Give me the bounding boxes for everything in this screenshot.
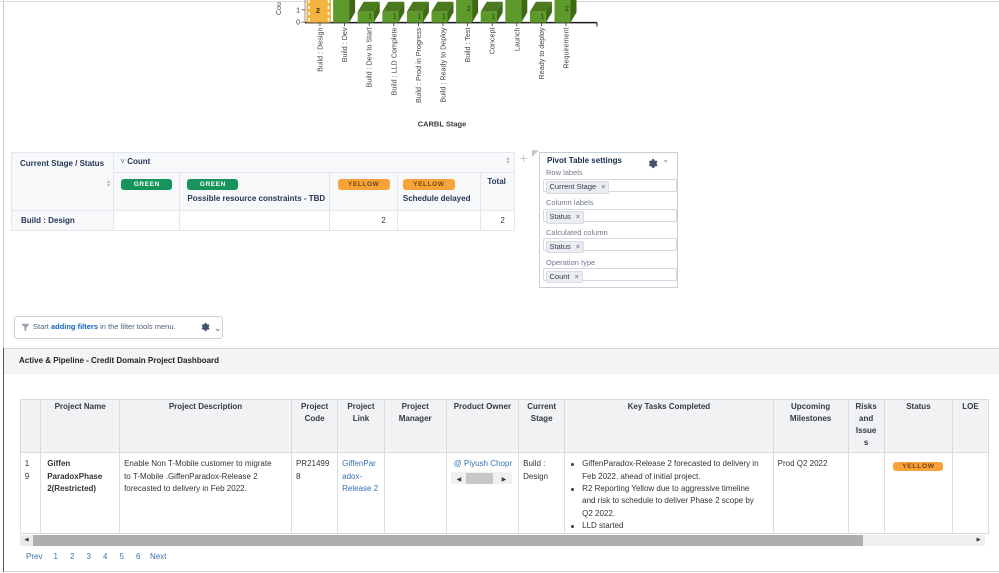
svg-text:2: 2	[565, 6, 569, 13]
svg-text:2: 2	[316, 6, 320, 15]
svg-text:Requirement: Requirement	[562, 28, 571, 69]
svg-text:0: 0	[296, 20, 300, 27]
svg-text:1: 1	[491, 13, 495, 20]
svg-text:Ready to deploy: Ready to deploy	[537, 27, 546, 79]
svg-text:2: 2	[467, 6, 471, 13]
svg-text:1: 1	[417, 13, 421, 20]
svg-text:1: 1	[393, 13, 397, 20]
svg-text:CARBL Stage: CARBL Stage	[418, 120, 467, 129]
svg-text:Build : Dev: Build : Dev	[340, 27, 349, 62]
svg-text:Build : Design: Build : Design	[316, 28, 325, 72]
svg-text:Build : Ready to Deploy: Build : Ready to Deploy	[439, 27, 448, 103]
svg-text:Build : Prod in Progress: Build : Prod in Progress	[414, 27, 423, 103]
svg-text:1: 1	[296, 7, 300, 14]
svg-text:Launch: Launch	[512, 28, 521, 52]
svg-text:Build : Test: Build : Test	[463, 28, 472, 63]
svg-text:1: 1	[442, 13, 446, 20]
svg-text:1: 1	[368, 13, 372, 20]
svg-text:1: 1	[540, 13, 544, 20]
svg-text:Cou: Cou	[276, 2, 283, 15]
svg-text:Build : Dev to Start: Build : Dev to Start	[365, 27, 374, 87]
svg-text:Concept: Concept	[488, 28, 497, 55]
svg-text:Build : LLD Complete: Build : LLD Complete	[389, 28, 398, 96]
